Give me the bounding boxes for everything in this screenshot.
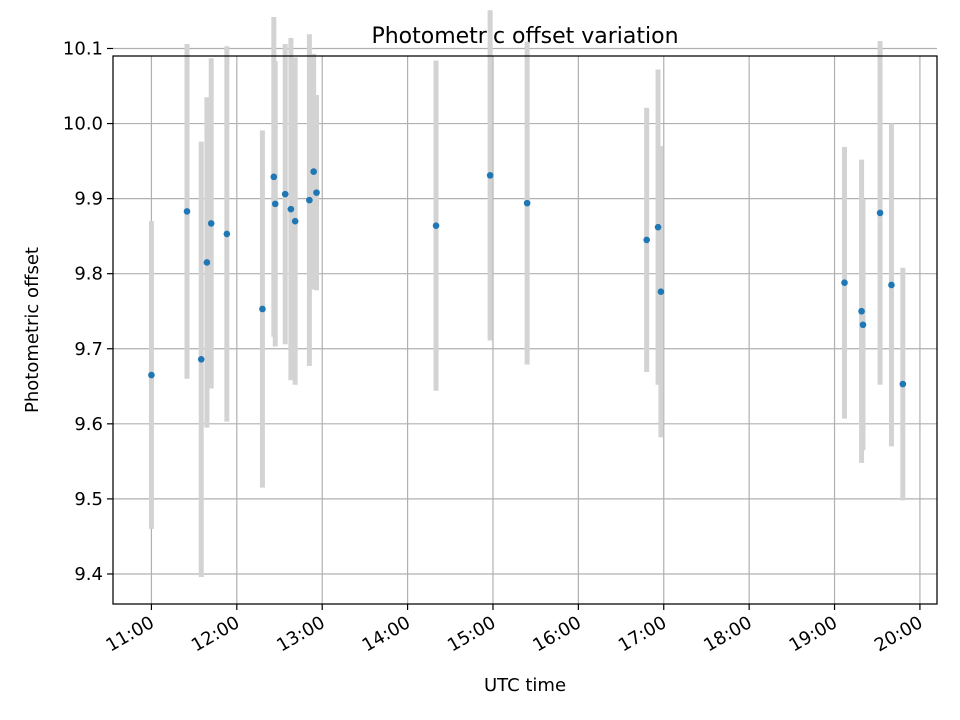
y-tick-label: 9.7 [74,339,103,360]
y-tick-label: 9.8 [74,264,103,285]
data-point [148,371,155,379]
data-point [203,259,211,266]
plot-frame [112,55,938,605]
data-point [899,380,907,388]
y-tick-label: 10.1 [63,38,103,59]
data-point [281,190,289,198]
y-tick-label: 10.0 [63,114,103,135]
y-axis-ticks: 9.4 9.5 9.6 9.7 9.8 9.9 10.0 10.1 [63,38,113,585]
data-point [207,220,215,227]
data-point [183,208,191,215]
data-point [643,236,650,244]
data-point [486,172,494,179]
data-point [859,321,867,329]
data-point [287,205,295,213]
x-axis-label: UTC time [484,675,566,696]
data-point [291,217,299,225]
data-point [223,230,231,238]
y-tick-label: 9.9 [74,189,103,210]
data-point [657,288,665,296]
data-points [148,168,907,388]
data-point [841,279,848,287]
y-axis-label: Photometric offset [22,247,43,413]
data-point [306,196,313,204]
data-point [197,355,205,363]
data-point [654,223,662,231]
data-point [271,200,279,208]
data-point [858,307,865,315]
data-point [888,281,895,289]
data-point [432,222,440,229]
y-tick-label: 9.5 [74,489,103,510]
data-point [523,199,531,207]
y-tick-label: 9.4 [74,564,103,585]
data-point [259,305,266,313]
data-point [876,209,884,217]
data-point [310,168,317,175]
data-point [270,173,278,181]
data-point [313,189,320,196]
y-tick-label: 9.6 [74,414,103,435]
